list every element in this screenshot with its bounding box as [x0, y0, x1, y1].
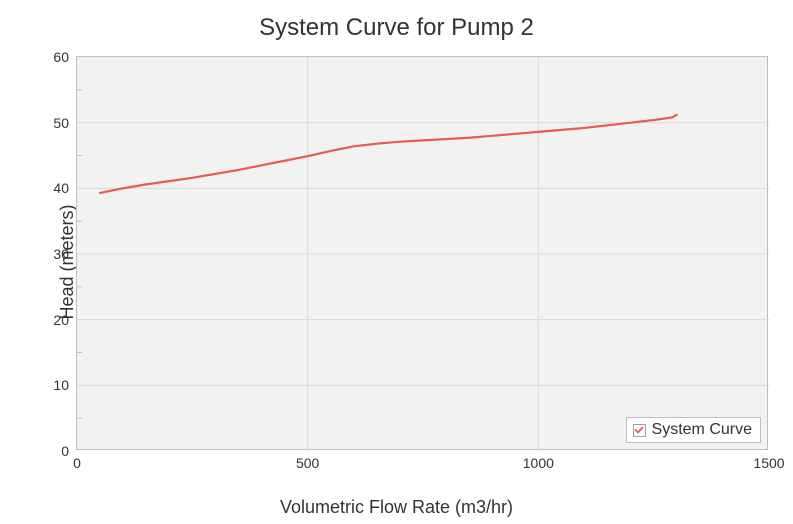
chart-container: System Curve for Pump 2 Head (meters) Vo… — [0, 0, 793, 524]
x-tick-label: 1500 — [753, 455, 784, 471]
chart-title: System Curve for Pump 2 — [0, 14, 793, 42]
y-tick-label: 30 — [53, 246, 69, 262]
legend-checkbox[interactable] — [633, 424, 646, 437]
plot-svg — [77, 57, 769, 451]
plot-area: 0102030405060050010001500System Curve — [76, 56, 768, 450]
y-tick-label: 0 — [61, 443, 69, 459]
y-tick-label: 20 — [53, 312, 69, 328]
legend-label: System Curve — [652, 421, 752, 439]
series-line — [100, 115, 677, 193]
y-tick-label: 60 — [53, 49, 69, 65]
y-axis-label: Head (meters) — [57, 204, 78, 319]
y-tick-label: 50 — [53, 115, 69, 131]
y-tick-label: 40 — [53, 180, 69, 196]
x-tick-label: 500 — [296, 455, 319, 471]
legend[interactable]: System Curve — [626, 417, 761, 443]
x-axis-label: Volumetric Flow Rate (m3/hr) — [0, 497, 793, 518]
x-tick-label: 0 — [73, 455, 81, 471]
x-tick-label: 1000 — [523, 455, 554, 471]
y-tick-label: 10 — [53, 377, 69, 393]
